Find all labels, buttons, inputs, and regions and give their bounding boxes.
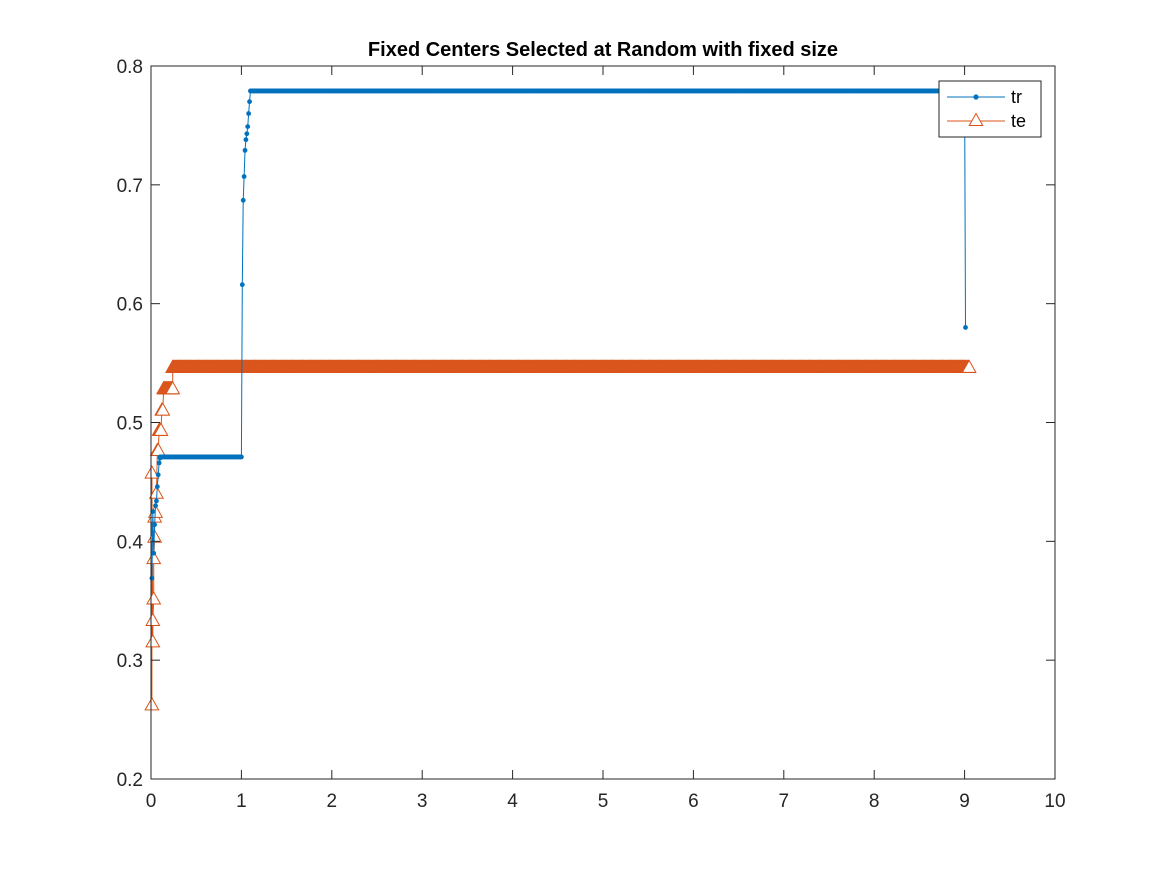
data-point [963,325,968,330]
chart-title: Fixed Centers Selected at Random with fi… [368,39,838,61]
ticks-layer: 0 1 2 3 4 5 6 7 8 9 10 0.2 0.3 0.4 0.5 0.6 0.7 0.8 [117,57,1066,812]
x-tick-label: 6 [688,791,699,812]
x-tick-label: 9 [959,791,970,812]
data-point [153,503,158,509]
legend-entry-tr: tr [947,87,1022,107]
data-point [146,550,162,565]
data-point [242,147,248,153]
data-point [961,359,977,373]
data-point [244,131,250,137]
data-point [146,591,162,605]
data-point [240,197,246,203]
y-tick-label: 0.7 [117,176,143,197]
legend-label: te [1011,111,1026,131]
data-point [154,484,160,490]
data-point [154,498,159,504]
x-tick-label: 10 [1044,791,1065,812]
x-tick-label: 8 [869,791,880,812]
x-tick-label: 7 [779,791,790,812]
legend-marker [973,94,979,100]
data-point [151,550,157,556]
data-point [245,124,251,130]
x-tick-label: 2 [327,791,338,812]
data-point [144,696,160,711]
x-tick-label: 3 [417,791,428,812]
data-point [155,472,161,478]
data-point [153,422,169,436]
legend-entry-te: te [947,111,1026,131]
data-point [155,402,171,416]
data-point [145,612,161,626]
legend-box [938,80,1042,138]
data-point [241,174,247,179]
data-point [239,454,244,460]
data-point [156,460,162,466]
data-point [243,137,249,143]
data-point [247,99,252,105]
data-point [150,509,156,515]
y-tick-label: 0.5 [117,414,143,435]
data-point [145,633,161,648]
x-tick-label: 5 [598,791,609,812]
y-tick-label: 0.4 [117,532,144,553]
data-point [165,380,181,395]
y-tick-label: 0.6 [117,295,143,316]
x-tick-label: 4 [507,791,518,812]
data-point [246,111,252,116]
data-point [239,282,245,288]
series-te [144,359,977,711]
x-tick-label: 0 [146,791,157,812]
data-point [144,465,160,479]
y-tick-label: 0.2 [117,770,143,791]
legend: tr te [938,80,1042,138]
legend-label: tr [1011,87,1022,107]
y-tick-label: 0.3 [117,651,143,672]
data-point [149,575,155,581]
y-tick-label: 0.8 [117,57,143,78]
x-tick-label: 1 [236,791,247,812]
legend-marker [968,112,984,126]
plot-area [151,66,1055,779]
data-point [152,522,158,528]
